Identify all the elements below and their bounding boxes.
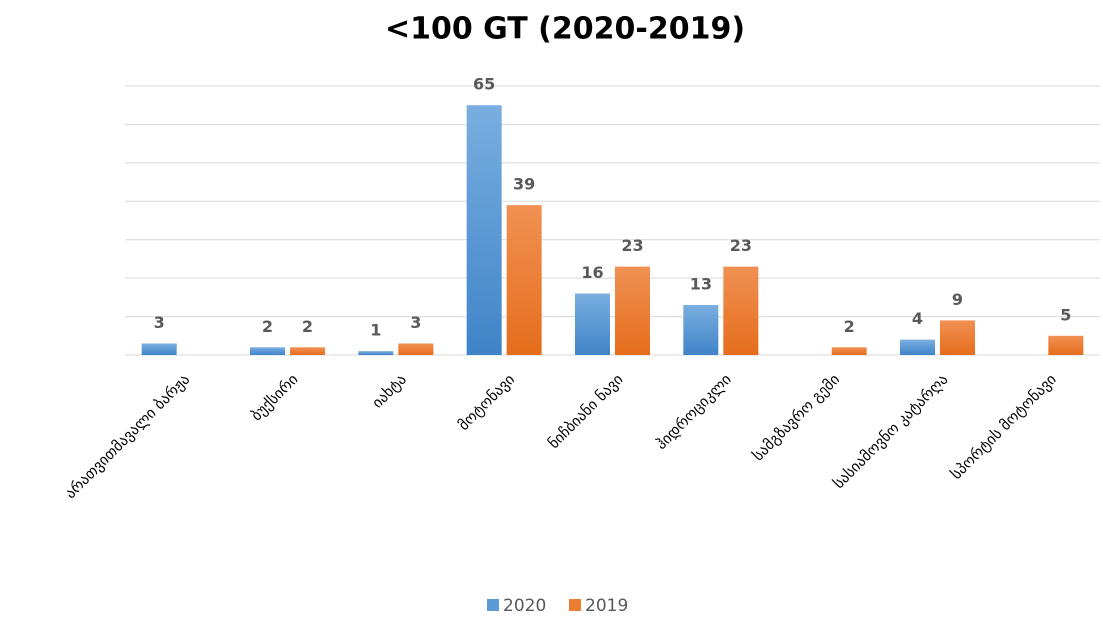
data-label: 13 bbox=[690, 275, 712, 294]
data-label: 2 bbox=[302, 317, 313, 336]
data-label: 1 bbox=[370, 321, 381, 340]
legend-swatch bbox=[569, 599, 581, 611]
data-label: 16 bbox=[581, 263, 603, 282]
bar bbox=[290, 347, 325, 355]
bar bbox=[683, 305, 719, 355]
x-tick-label: მოტონავი bbox=[454, 370, 518, 434]
bar bbox=[141, 343, 177, 355]
legend-swatch bbox=[487, 599, 499, 611]
bar bbox=[466, 105, 502, 355]
bar bbox=[575, 293, 610, 355]
bar bbox=[1048, 335, 1084, 355]
x-tick-label: სპორტის მოტონავი bbox=[947, 370, 1060, 483]
x-tick-label: სამგზავრო გემი bbox=[749, 370, 843, 464]
x-tick-label: იახტა bbox=[368, 370, 409, 411]
data-label: 5 bbox=[1060, 305, 1071, 324]
bar bbox=[506, 205, 542, 355]
bar bbox=[615, 266, 650, 355]
data-label: 3 bbox=[410, 313, 421, 332]
bar bbox=[358, 351, 394, 355]
bar bbox=[250, 347, 285, 355]
data-label: 4 bbox=[912, 309, 923, 328]
x-tick-label: ბუქსირი bbox=[247, 370, 301, 424]
legend-label: 2020 bbox=[503, 596, 546, 616]
bar bbox=[831, 347, 867, 355]
data-label: 3 bbox=[154, 313, 165, 332]
data-label: 39 bbox=[513, 175, 535, 194]
data-label: 23 bbox=[730, 236, 752, 255]
x-tick-label: ნიჩბიანი ნავი bbox=[545, 370, 627, 452]
data-label: 2 bbox=[844, 317, 855, 336]
data-label: 9 bbox=[952, 290, 963, 309]
data-label: 65 bbox=[473, 75, 495, 94]
x-tick-label: ჰიდროციკლი bbox=[652, 370, 735, 453]
data-label: 2 bbox=[262, 317, 273, 336]
data-label: 23 bbox=[621, 236, 643, 255]
bar bbox=[398, 343, 434, 355]
bar bbox=[900, 339, 935, 355]
x-tick-label: სასიამოვნო კატარღა bbox=[830, 370, 952, 492]
legend-label: 2019 bbox=[585, 596, 628, 616]
bar bbox=[723, 266, 759, 355]
chart-title: <100 GT (2020-2019) bbox=[385, 12, 745, 47]
x-tick-label: არათვითმავალი ბარჟა bbox=[61, 370, 193, 502]
bar bbox=[940, 320, 975, 355]
